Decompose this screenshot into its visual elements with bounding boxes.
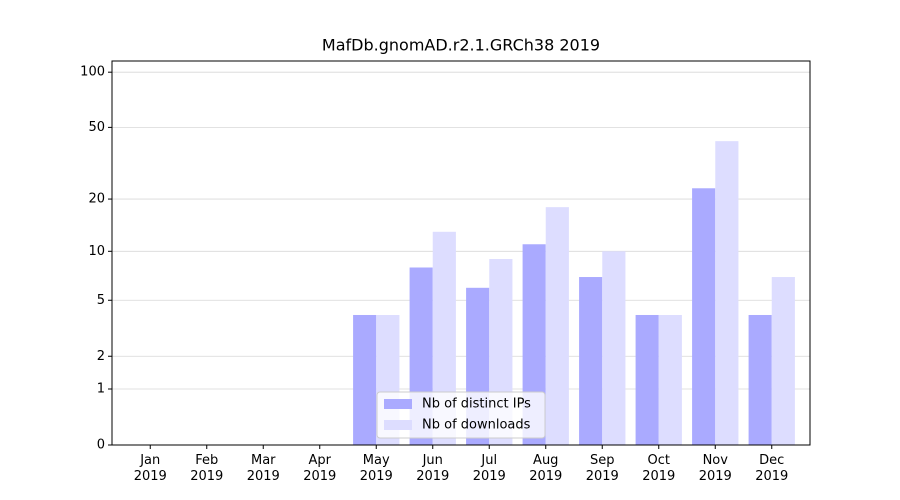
bar — [771, 277, 795, 445]
bar — [579, 277, 603, 445]
bar — [602, 251, 626, 445]
chart-title: MafDb.gnomAD.r2.1.GRCh38 2019 — [322, 36, 600, 55]
plot-frame — [111, 60, 811, 446]
y-tick-label: 50 — [88, 120, 105, 135]
bar — [545, 207, 569, 445]
legend-swatch — [384, 420, 412, 430]
y-tick-label: 0 — [97, 438, 105, 453]
bar — [715, 141, 739, 445]
legend-label: Nb of distinct IPs — [422, 397, 531, 412]
x-tick-label: Jun 2019 — [416, 453, 450, 484]
legend-label: Nb of downloads — [422, 418, 531, 433]
x-tick-label: Dec 2019 — [755, 453, 789, 484]
x-tick-label: Apr 2019 — [303, 453, 337, 484]
bar — [748, 314, 772, 445]
x-tick-label: Jul 2019 — [472, 453, 506, 484]
x-tick-label: Nov 2019 — [698, 453, 732, 484]
bar — [658, 314, 682, 445]
y-tick-label: 2 — [97, 349, 105, 364]
x-tick-label: Mar 2019 — [246, 453, 280, 484]
x-tick-label: Aug 2019 — [529, 453, 563, 484]
x-tick-label: Feb 2019 — [190, 453, 224, 484]
y-tick-label: 20 — [88, 192, 105, 207]
x-tick-label: Oct 2019 — [642, 453, 676, 484]
x-tick-label: Sep 2019 — [585, 453, 619, 484]
y-tick-label: 1 — [97, 382, 105, 397]
legend — [376, 391, 546, 439]
y-tick-label: 5 — [97, 293, 105, 308]
bar — [353, 314, 377, 445]
x-tick-label: Jan 2019 — [133, 453, 167, 484]
x-tick-label: May 2019 — [359, 453, 393, 484]
y-tick-label: 100 — [80, 65, 105, 80]
legend-swatch — [384, 399, 412, 409]
bar — [635, 314, 659, 445]
bar — [692, 188, 716, 445]
y-tick-label: 10 — [88, 244, 105, 259]
